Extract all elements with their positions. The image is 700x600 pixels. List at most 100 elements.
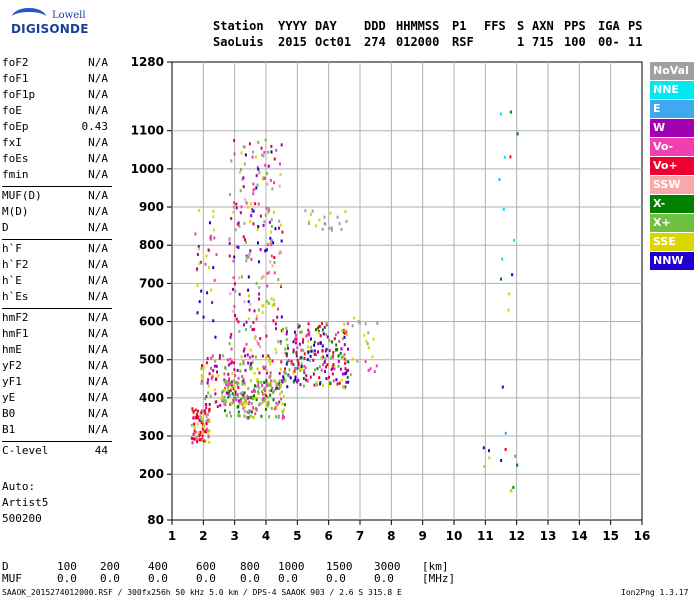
echo-point [194,426,196,430]
echo-point [292,371,295,375]
echo-point [229,388,232,392]
echo-point [208,440,211,444]
echo-point [269,383,272,387]
echo-point [301,340,304,344]
echo-point [309,375,312,379]
echo-point [233,201,236,205]
echo-point [207,248,210,252]
echo-point [266,395,269,399]
echo-point [288,359,291,362]
echo-point [295,341,297,345]
echo-point [281,380,284,384]
echo-point [267,209,270,213]
param-row: hmF1 N/A [2,327,112,343]
echo-point [509,110,512,114]
param-row: foEp 0.43 [2,120,112,136]
echo-point [317,326,319,330]
echo-point [253,188,256,192]
echo-point [196,415,199,419]
echo-point [204,412,207,416]
echo-point [257,342,260,346]
echo-point [247,255,250,259]
echo-point [207,435,210,439]
echo-point [262,304,265,308]
echo-point [233,385,236,389]
echo-point [260,414,263,418]
header-value: SaoLuis [213,35,264,49]
echo-point [320,356,323,360]
echo-point [199,413,202,417]
echo-point [300,330,303,334]
param-value: N/A [88,205,108,218]
echo-point [200,379,203,383]
echo-point [331,372,334,376]
x-tick-label: 3 [230,529,238,543]
echo-point [343,322,346,326]
echo-point [271,386,274,390]
echo-point [199,430,202,434]
echo-point [191,441,194,445]
echo-point [324,349,327,353]
echo-point [272,241,275,245]
param-name: foEp [2,120,29,133]
param-row: MUF(D) N/A [2,189,112,205]
echo-point [271,187,274,191]
echo-point [208,409,211,413]
echo-point [310,212,312,216]
echo-point [277,278,280,281]
echo-point [302,384,305,388]
echo-point [256,340,259,344]
echo-point [315,328,317,332]
echo-point [208,372,211,376]
echo-point [221,394,223,398]
echo-point [229,357,232,361]
echo-point [250,410,253,414]
echo-point [231,392,234,396]
echo-point [216,405,219,409]
echo-point [488,449,490,453]
echo-point [234,374,237,378]
echo-point [257,308,260,312]
echo-point [269,381,272,385]
echo-point [246,394,249,398]
echo-point [212,228,215,232]
echo-point [192,410,195,413]
echo-point [274,322,277,326]
muf-cell: 1000 [278,560,305,573]
echo-point [214,359,217,363]
echo-point [289,376,292,380]
echo-point [202,430,205,433]
echo-point [482,446,485,450]
echo-point [224,400,227,404]
autoscaler-line: 500200 [2,512,42,525]
echo-point [281,402,284,406]
echo-point [230,414,232,418]
echo-point [236,369,239,372]
echo-point [323,215,326,219]
echo-point [272,391,274,394]
echo-point [223,402,226,406]
echo-point [275,415,277,419]
echo-point [335,378,338,382]
echo-point [300,348,303,352]
echo-point [320,368,323,372]
param-name: h`E [2,274,22,287]
echo-point [307,339,310,343]
echo-point [284,351,287,355]
echo-point [240,151,243,155]
echo-point [236,393,239,397]
param-row: B1 N/A [2,423,112,439]
echo-point [337,382,340,385]
echo-point [357,320,360,324]
echo-point [270,144,273,148]
echo-point [249,414,252,418]
echo-point [242,349,245,353]
echo-point [205,420,208,424]
echo-point [488,456,491,460]
echo-point [267,164,270,168]
echo-point [253,389,256,393]
echo-point [373,370,376,374]
echo-point [244,238,246,242]
echo-point [198,262,201,266]
echo-point [234,392,237,396]
